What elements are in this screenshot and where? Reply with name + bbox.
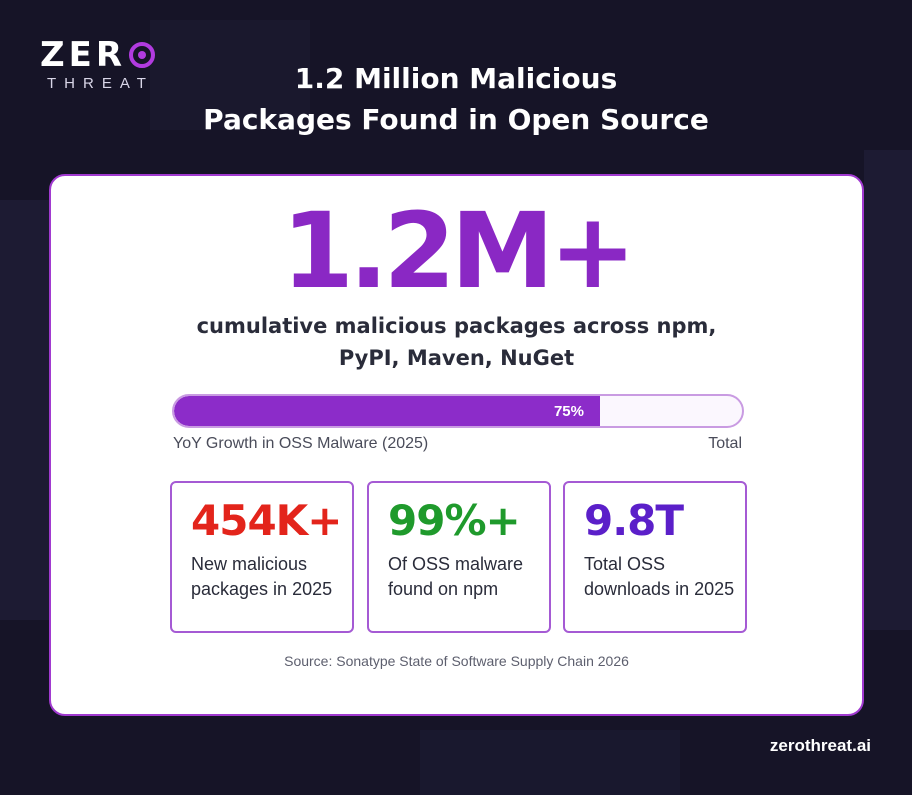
progress-bar-total-label: Total (708, 435, 742, 452)
stat-value: 454K+ (191, 496, 342, 545)
progress-bar-percent-label: 75% (553, 402, 584, 420)
progress-bar-fill: 75% (174, 396, 600, 426)
background-block (420, 730, 680, 795)
stat-description: Of OSS malware found on npm (388, 554, 524, 599)
headline-line-1: 1.2 Million Malicious (294, 62, 618, 95)
source-citation: Source: Sonatype State of Software Suppl… (284, 653, 629, 669)
website-url: zerothreat.ai (769, 736, 871, 755)
background-block (0, 200, 49, 620)
stat-value: 99%+ (388, 496, 521, 545)
big-stat-description-line-1: cumulative malicious packages across npm… (196, 314, 717, 338)
background-block (864, 150, 912, 630)
stat-description: Total OSS downloads in 2025 (584, 554, 735, 599)
logo-wordmark-bottom: THREAT (47, 75, 154, 92)
logo-target-icon (129, 42, 156, 68)
stats-card: 1.2M+ cumulative malicious packages acro… (49, 174, 864, 716)
big-stat-number: 1.2M+ (281, 190, 637, 312)
stat-box-new-packages: 454K+ New malicious packages in 2025 (170, 481, 354, 633)
zerothreat-logo: ZER THREAT (40, 38, 172, 92)
background-block (150, 20, 310, 130)
big-stat-description-line-2: PyPI, Maven, NuGet (338, 346, 575, 370)
stat-box-npm-share: 99%+ Of OSS malware found on npm (367, 481, 551, 633)
progress-bar-caption: YoY Growth in OSS Malware (2025) (173, 435, 429, 452)
logo-wordmark-top: ZER (40, 35, 127, 75)
headline-line-2: Packages Found in Open Source (203, 103, 709, 136)
stat-description: New malicious packages in 2025 (191, 554, 333, 599)
growth-progress-bar: 75% (172, 394, 744, 428)
stat-value: 9.8T (584, 496, 684, 545)
stat-box-total-downloads: 9.8T Total OSS downloads in 2025 (563, 481, 747, 633)
